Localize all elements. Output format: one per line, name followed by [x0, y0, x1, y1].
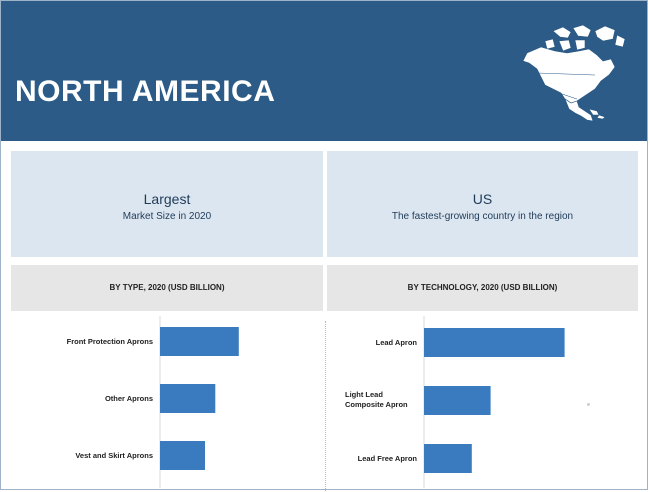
- section-head-type-label: BY TYPE, 2020 (USD BILLION): [109, 283, 225, 292]
- category-label: Other Aprons: [104, 393, 153, 403]
- chart-by-technology: Lead Apron Light Lead Composite Apron Lead…: [327, 314, 637, 490]
- category-label: Light Lead Composite Apron: [345, 390, 408, 409]
- bar-chart-svg: [159, 316, 239, 488]
- category-label: Front Protection Aprons: [66, 336, 153, 346]
- category-label: Lead Free Apron: [357, 453, 417, 463]
- north-america-map-icon: [522, 24, 626, 122]
- highlight-largest: Largest Market Size in 2020: [11, 151, 323, 257]
- bar: [424, 386, 491, 415]
- highlight-fastest-title: US: [472, 191, 493, 207]
- highlight-fastest: US The fastest-growing country in the re…: [327, 151, 638, 257]
- region-title: NORTH AMERICA: [15, 75, 276, 108]
- section-head-technology: BY TECHNOLOGY, 2020 (USD BILLION): [327, 265, 638, 311]
- highlight-largest-subtitle: Market Size in 2020: [122, 211, 212, 222]
- category-label: Vest and Skirt Aprons: [75, 450, 153, 460]
- bar: [160, 384, 216, 413]
- section-head-type: BY TYPE, 2020 (USD BILLION): [11, 265, 323, 311]
- highlight-largest-title: Largest: [143, 191, 191, 207]
- highlight-fastest-subtitle: The fastest-growing country in the regio…: [391, 211, 574, 222]
- bar: [160, 327, 239, 356]
- category-label: Lead Apron: [375, 337, 417, 347]
- section-head-technology-label: BY TECHNOLOGY, 2020 (USD BILLION): [407, 283, 558, 292]
- bar: [424, 444, 472, 473]
- chart-divider: [325, 321, 326, 491]
- chart-by-type: Front Protection Aprons Other Aprons Vest …: [11, 314, 321, 490]
- bar: [160, 441, 205, 470]
- bar: [424, 328, 565, 357]
- bar-chart-svg: [423, 316, 565, 488]
- region-header: NORTH AMERICA: [1, 1, 647, 141]
- decorative-dot: [587, 403, 590, 406]
